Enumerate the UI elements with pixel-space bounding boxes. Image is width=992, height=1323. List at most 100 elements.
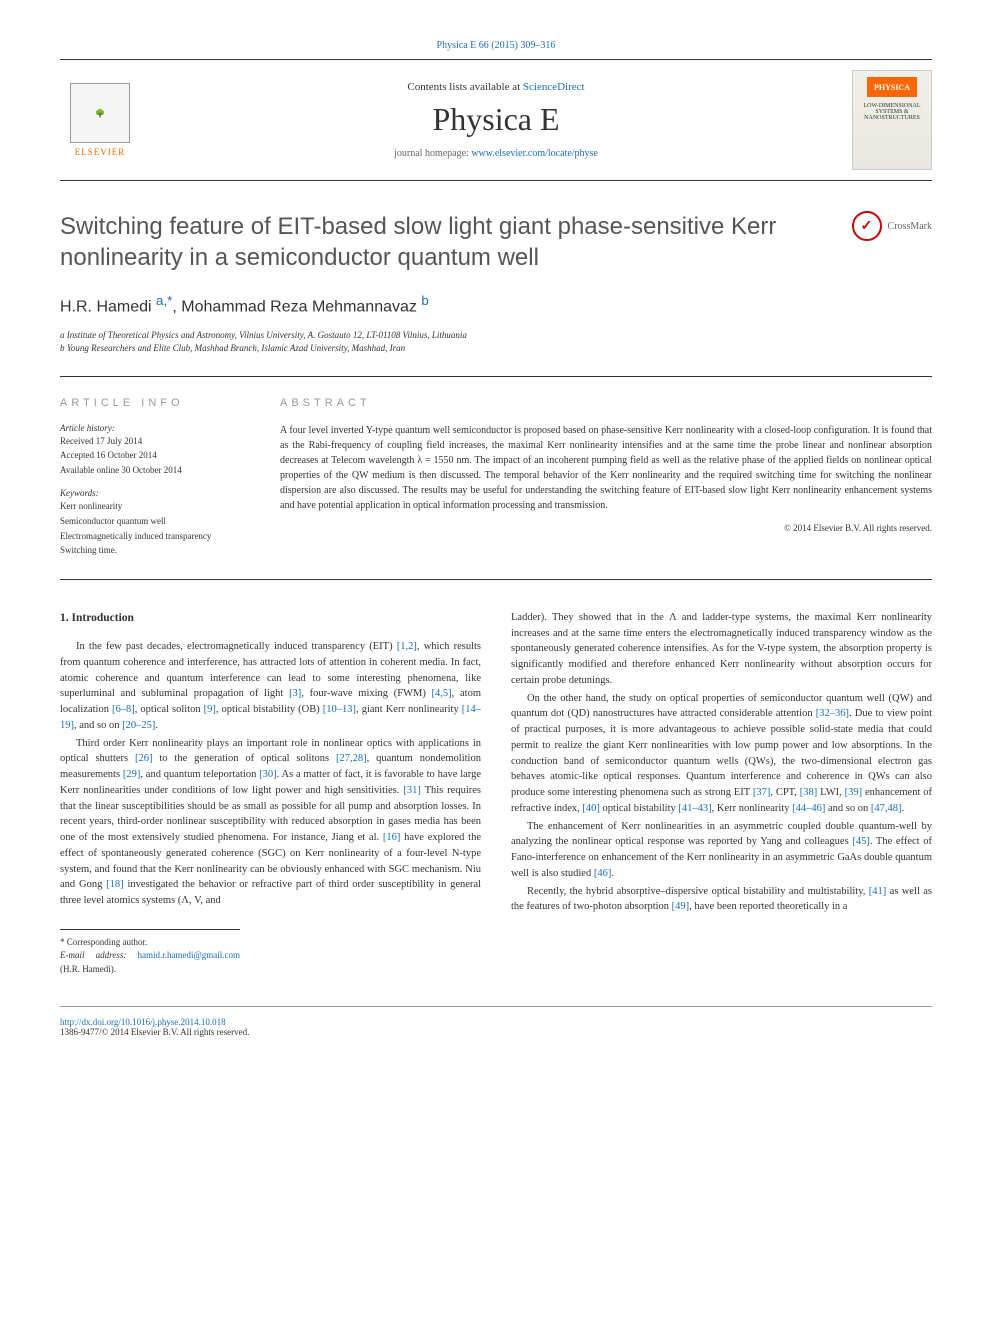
elsevier-tree-icon: 🌳 [70, 83, 130, 143]
col2-p2: On the other hand, the study on optical … [511, 691, 932, 817]
ref-37[interactable]: [37] [753, 787, 771, 798]
ref-31[interactable]: [31] [403, 785, 421, 796]
affiliations: a Institute of Theoretical Physics and A… [60, 329, 932, 356]
email-suffix: (H.R. Hamedi). [60, 964, 116, 974]
crossmark-label: CrossMark [888, 221, 932, 232]
abstract-heading: ABSTRACT [280, 397, 932, 409]
p1-text-a: In the few past decades, electromagnetic… [76, 641, 397, 652]
contents-line: Contents lists available at ScienceDirec… [160, 81, 832, 93]
page-footer: http://dx.doi.org/10.1016/j.physe.2014.1… [60, 1006, 932, 1037]
p1-text-e: , optical soliton [135, 704, 204, 715]
ref-1-2[interactable]: [1,2] [397, 641, 417, 652]
author-email-link[interactable]: hamid.r.hamedi@gmail.com [137, 950, 240, 960]
c2p4-a: Recently, the hybrid absorptive–dispersi… [527, 886, 869, 897]
body-column-left: 1. Introduction In the few past decades,… [60, 610, 481, 977]
p1-text-c: , four-wave mixing (FWM) [301, 688, 431, 699]
authors: H.R. Hamedi a,*, Mohammad Reza Mehmannav… [60, 293, 932, 316]
intro-p1: In the few past decades, electromagnetic… [60, 639, 481, 734]
homepage-text: journal homepage: [394, 148, 471, 159]
article-title: Switching feature of EIT-based slow ligh… [60, 211, 832, 273]
online-date: Available online 30 October 2014 [60, 464, 250, 477]
doi-link[interactable]: http://dx.doi.org/10.1016/j.physe.2014.1… [60, 1017, 226, 1027]
author-1: H.R. Hamedi [60, 299, 156, 316]
col2-p1: Ladder). They showed that in the Λ and l… [511, 610, 932, 689]
ref-26[interactable]: [26] [135, 753, 153, 764]
email-label: E-mail address: [60, 950, 137, 960]
elsevier-logo: 🌳 ELSEVIER [60, 75, 140, 165]
c2p2-f: optical bistability [600, 803, 678, 814]
c2p2-i: . [901, 803, 904, 814]
c2p2-h: and so on [825, 803, 871, 814]
affiliation-b: b Young Researchers and Elite Club, Mash… [60, 342, 932, 356]
elsevier-label: ELSEVIER [75, 147, 126, 157]
ref-6-8[interactable]: [6–8] [112, 704, 135, 715]
ref-44-46[interactable]: [44–46] [792, 803, 825, 814]
ref-16[interactable]: [16] [383, 832, 401, 843]
article-info-heading: ARTICLE INFO [60, 397, 250, 409]
ref-4-5[interactable]: [4,5] [432, 688, 452, 699]
email-line: E-mail address: hamid.r.hamedi@gmail.com… [60, 949, 240, 976]
p1-text-g: , giant Kerr nonlinearity [356, 704, 462, 715]
keyword-3: Electromagnetically induced transparency [60, 530, 250, 543]
ref-39[interactable]: [39] [845, 787, 863, 798]
col2-p4: Recently, the hybrid absorptive–dispersi… [511, 884, 932, 916]
article-info: ARTICLE INFO Article history: Received 1… [60, 397, 280, 559]
ref-47-48[interactable]: [47,48] [871, 803, 902, 814]
history-label: Article history: [60, 423, 250, 433]
ref-41-43[interactable]: [41–43] [678, 803, 711, 814]
ref-27-28[interactable]: [27,28] [336, 753, 367, 764]
p2-text-d: , and quantum teleportation [140, 769, 259, 780]
author-1-affil[interactable]: a, [156, 293, 167, 308]
cover-brand: PHYSICA [867, 77, 917, 97]
sciencedirect-link[interactable]: ScienceDirect [523, 81, 585, 93]
accepted-date: Accepted 16 October 2014 [60, 449, 250, 462]
p1-text-h: , and so on [74, 720, 122, 731]
contents-text: Contents lists available at [407, 81, 522, 93]
crossmark-badge[interactable]: ✓ CrossMark [852, 211, 932, 241]
ref-20-25[interactable]: [20–25] [122, 720, 155, 731]
ref-3[interactable]: [3] [289, 688, 301, 699]
ref-46[interactable]: [46] [594, 868, 612, 879]
intro-p2: Third order Kerr nonlinearity plays an i… [60, 736, 481, 909]
author-2-affil[interactable]: b [421, 293, 428, 308]
p2-text-b: to the generation of optical solitons [153, 753, 336, 764]
homepage-line: journal homepage: www.elsevier.com/locat… [160, 148, 832, 159]
journal-name: Physica E [160, 101, 832, 138]
c2p2-b: . Due to view point of practical purpose… [511, 708, 932, 798]
homepage-link[interactable]: www.elsevier.com/locate/physe [471, 148, 598, 159]
corresp-note: * Corresponding author. [60, 936, 240, 950]
ref-45[interactable]: [45] [852, 836, 870, 847]
ref-30[interactable]: [30] [259, 769, 277, 780]
c2p2-d: LWI, [817, 787, 844, 798]
c2p4-c: , have been reported theoretically in a [689, 901, 847, 912]
c2p2-g: , Kerr nonlinearity [712, 803, 792, 814]
abstract-section: ABSTRACT A four level inverted Y-type qu… [280, 397, 932, 559]
keyword-1: Kerr nonlinearity [60, 500, 250, 513]
p2-text-h: investigated the behavior or refractive … [60, 879, 481, 906]
crossmark-icon: ✓ [852, 211, 882, 241]
keyword-2: Semiconductor quantum well [60, 515, 250, 528]
p1-text-f: , optical bistability (OB) [216, 704, 323, 715]
ref-41[interactable]: [41] [869, 886, 887, 897]
abstract-text: A four level inverted Y-type quantum wel… [280, 423, 932, 513]
abstract-copyright: © 2014 Elsevier B.V. All rights reserved… [280, 523, 932, 533]
keyword-4: Switching time. [60, 544, 250, 557]
col2-p3: The enhancement of Kerr nonlinearities i… [511, 819, 932, 882]
journal-cover-thumbnail: PHYSICA LOW-DIMENSIONAL SYSTEMS & NANOST… [852, 70, 932, 170]
p1-text-i: . [155, 720, 158, 731]
ref-32-36[interactable]: [32–36] [816, 708, 849, 719]
ref-18[interactable]: [18] [106, 879, 124, 890]
ref-40[interactable]: [40] [582, 803, 600, 814]
ref-29[interactable]: [29] [123, 769, 141, 780]
body-column-right: Ladder). They showed that in the Λ and l… [511, 610, 932, 977]
affiliation-a: a Institute of Theoretical Physics and A… [60, 329, 932, 343]
author-2: , Mohammad Reza Mehmannavaz [172, 299, 421, 316]
ref-10-13[interactable]: [10–13] [323, 704, 356, 715]
ref-49[interactable]: [49] [672, 901, 690, 912]
c2p2-c: , CPT, [770, 787, 799, 798]
journal-header: 🌳 ELSEVIER Contents lists available at S… [60, 59, 932, 181]
section-1-heading: 1. Introduction [60, 610, 481, 627]
keywords-label: Keywords: [60, 488, 250, 498]
ref-9[interactable]: [9] [204, 704, 216, 715]
ref-38[interactable]: [38] [800, 787, 818, 798]
